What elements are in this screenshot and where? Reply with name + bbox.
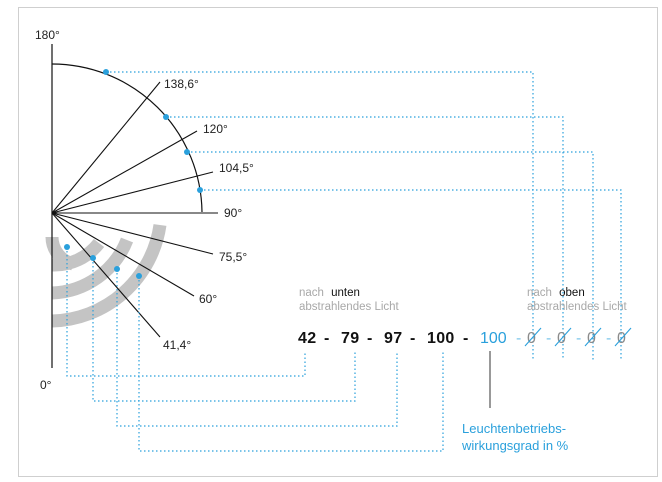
code-value-5: 100	[480, 330, 507, 347]
angle-lines	[51, 81, 218, 338]
caption-line1: Leuchtenbetriebs-	[462, 421, 566, 436]
point-upper-2	[163, 114, 169, 120]
ray-138	[51, 81, 161, 214]
arc-4	[51, 223, 167, 328]
point-upper-3	[184, 149, 190, 155]
angle-label-41: 41,4°	[163, 338, 191, 352]
code-sep-8: -	[606, 330, 611, 347]
code-value-3: 97	[384, 330, 402, 347]
ray-75	[51, 212, 214, 255]
down-word: unten	[331, 287, 360, 299]
upper-leaders	[106, 71, 622, 360]
angle-label-60: 60°	[199, 292, 217, 306]
point-lower-4	[136, 273, 142, 279]
down-label-line2: abstrahlendes Licht	[299, 301, 400, 313]
code-value-4: 100	[427, 330, 455, 347]
angle-label-104: 104,5°	[219, 161, 254, 175]
angle-label-138: 138,6°	[164, 77, 199, 91]
ray-41	[51, 212, 161, 338]
up-prefix: nach	[527, 287, 552, 299]
up-word: oben	[559, 287, 585, 299]
up-label-line2: abstrahlendes Licht	[527, 301, 628, 313]
point-lower-1	[64, 244, 70, 250]
ray-104	[51, 171, 214, 214]
up-label-line1: nach oben	[527, 287, 585, 299]
angle-label-120: 120°	[203, 122, 228, 136]
down-label-line1: nach unten	[299, 287, 360, 299]
point-lower-3	[114, 266, 120, 272]
code-sep-7: -	[576, 330, 581, 347]
code-value-2: 79	[341, 330, 359, 347]
code-sep-6: -	[546, 330, 551, 347]
code-sep-2: -	[367, 330, 373, 347]
light-arcs	[45, 223, 167, 328]
outer-arc	[51, 63, 203, 213]
ray-60	[51, 212, 195, 297]
angle-label-90: 90°	[224, 206, 242, 220]
code-sep-1: -	[324, 330, 330, 347]
code-sep-5: -	[516, 330, 521, 347]
flux-code: 42 - 79 - 97 - 100 - 100 - 0 - 0 - 0 - 0	[298, 327, 632, 347]
angle-label-75: 75,5°	[219, 250, 247, 264]
arc-2	[51, 238, 105, 272]
code-sep-3: -	[410, 330, 416, 347]
down-prefix: nach	[299, 287, 324, 299]
code-value-1: 42	[298, 330, 316, 347]
point-lower-2	[90, 255, 96, 261]
code-sep-4: -	[463, 330, 469, 347]
point-upper-4	[197, 187, 203, 193]
zero-slashes	[524, 327, 632, 347]
point-upper-1	[103, 69, 109, 75]
zone-points	[64, 69, 203, 279]
ray-120	[51, 130, 198, 214]
caption-line2: wirkungsgrad in %	[461, 438, 569, 453]
angle-label-180: 180°	[35, 28, 60, 42]
lower-leaders	[66, 247, 444, 452]
angle-label-0: 0°	[40, 378, 52, 392]
arc-3	[51, 237, 134, 300]
